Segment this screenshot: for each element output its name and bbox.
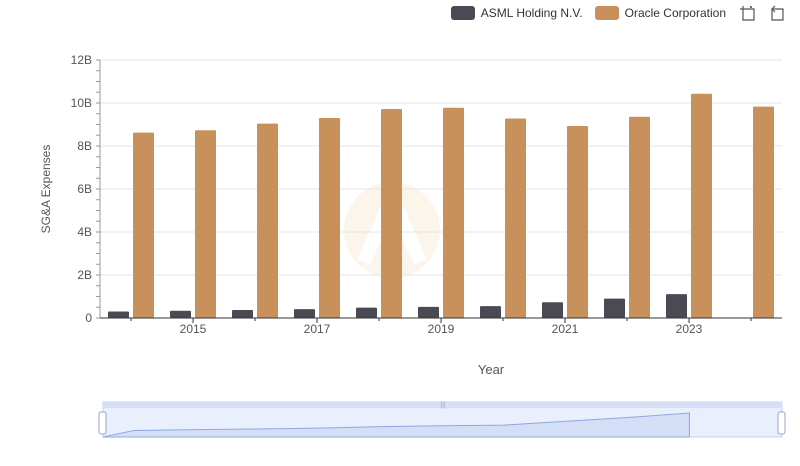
x-tick-label: 2021 [552, 322, 579, 336]
range-slider-top-bar[interactable] [103, 402, 782, 408]
range-slider-preview [102, 412, 690, 438]
x-tick-label: 2017 [304, 322, 331, 336]
bar-asml[interactable] [232, 310, 253, 318]
y-tick-label: 0 [85, 311, 92, 325]
x-tick-label: 2019 [428, 322, 455, 336]
legend-item-asml[interactable]: ASML Holding N.V. [450, 6, 583, 20]
bar-asml[interactable] [542, 302, 563, 318]
bar-oracle[interactable] [257, 123, 278, 318]
bar-oracle[interactable] [753, 106, 774, 318]
range-slider-right-handle[interactable] [777, 411, 786, 435]
bar-asml[interactable] [294, 309, 315, 318]
bar-oracle[interactable] [629, 116, 650, 318]
bar-oracle[interactable] [505, 118, 526, 318]
y-tick-label: 6B [77, 182, 92, 196]
bar-oracle[interactable] [133, 132, 154, 318]
bar-asml[interactable] [604, 298, 625, 318]
bar-asml[interactable] [480, 306, 501, 318]
reset-zoom-icon[interactable] [768, 4, 786, 22]
legend-label-asml: ASML Holding N.V. [480, 6, 583, 20]
bar-asml[interactable] [356, 307, 377, 318]
legend-swatch-oracle [594, 6, 619, 20]
bar-oracle[interactable] [567, 126, 588, 318]
drag-handle-icon[interactable]: ||| [440, 402, 446, 409]
y-tick-label: 4B [77, 225, 92, 239]
bars [108, 93, 774, 319]
bar-asml[interactable] [666, 294, 687, 318]
bar-oracle[interactable] [381, 109, 402, 319]
range-slider[interactable]: ||| [98, 401, 786, 438]
range-slider-left-handle[interactable] [98, 411, 107, 435]
bar-asml[interactable] [418, 306, 439, 318]
y-axis-title: SG&A Expenses [39, 145, 53, 234]
y-tick-label: 8B [77, 139, 92, 153]
legend: ASML Holding N.V. Oracle Corporation [450, 4, 786, 22]
bar-asml[interactable] [170, 310, 191, 318]
bar-oracle[interactable] [691, 93, 712, 318]
y-tick-label: 2B [77, 268, 92, 282]
y-tick-label: 10B [71, 96, 92, 110]
bar-oracle[interactable] [319, 118, 340, 318]
legend-item-oracle[interactable]: Oracle Corporation [594, 6, 726, 20]
x-tick-label: 2015 [180, 322, 207, 336]
y-tick-label: 12B [71, 53, 92, 67]
x-axis-title: Year [478, 362, 505, 377]
zoom-select-icon[interactable] [738, 4, 756, 22]
bar-oracle[interactable] [443, 107, 464, 318]
x-tick-label: 2023 [676, 322, 703, 336]
bar-asml[interactable] [108, 311, 129, 318]
bar-oracle[interactable] [195, 130, 216, 318]
legend-swatch-asml [450, 6, 475, 20]
legend-label-oracle: Oracle Corporation [624, 6, 726, 20]
axes: 0 2B 4B 6B 8B 10B 12B 2015 2017 2019 2021 2023 Year S… [39, 53, 782, 377]
